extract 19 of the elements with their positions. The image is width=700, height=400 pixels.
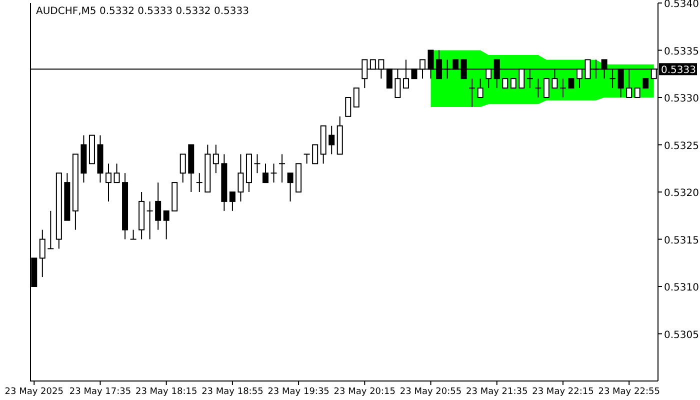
x-tick-label: 23 May 19:35 [268, 387, 330, 397]
y-tick-label: 0.5310 [664, 282, 699, 294]
x-tick-label: 23 May 18:15 [135, 387, 198, 397]
x-tick-label: 23 May 20:15 [334, 387, 396, 397]
x-tick-label: 23 May 17:35 [69, 387, 132, 397]
y-tick-label: 0.5325 [664, 140, 699, 152]
x-tick-label: 23 May 2025 [4, 387, 64, 397]
y-tick-label: 0.5330 [664, 94, 699, 104]
y-tick-label: 0.5305 [664, 330, 699, 341]
x-tick-label: 23 May 20:55 [400, 387, 462, 397]
chart-title: AUDCHF,M5 0.5332 0.5333 0.5332 0.5333 [36, 6, 249, 17]
x-tick-label: 23 May 21:35 [466, 387, 528, 397]
ref-line-label: 0.5333 [661, 65, 696, 76]
x-tick-label: 23 May 22:15 [532, 387, 594, 397]
y-tick-label: 0.5315 [664, 235, 699, 246]
y-tick-label: 0.5335 [664, 46, 699, 58]
x-tick-label: 23 May 22:55 [598, 387, 660, 397]
y-tick-label: 0.5320 [664, 188, 699, 199]
x-tick-label: 23 May 18:55 [202, 387, 264, 397]
